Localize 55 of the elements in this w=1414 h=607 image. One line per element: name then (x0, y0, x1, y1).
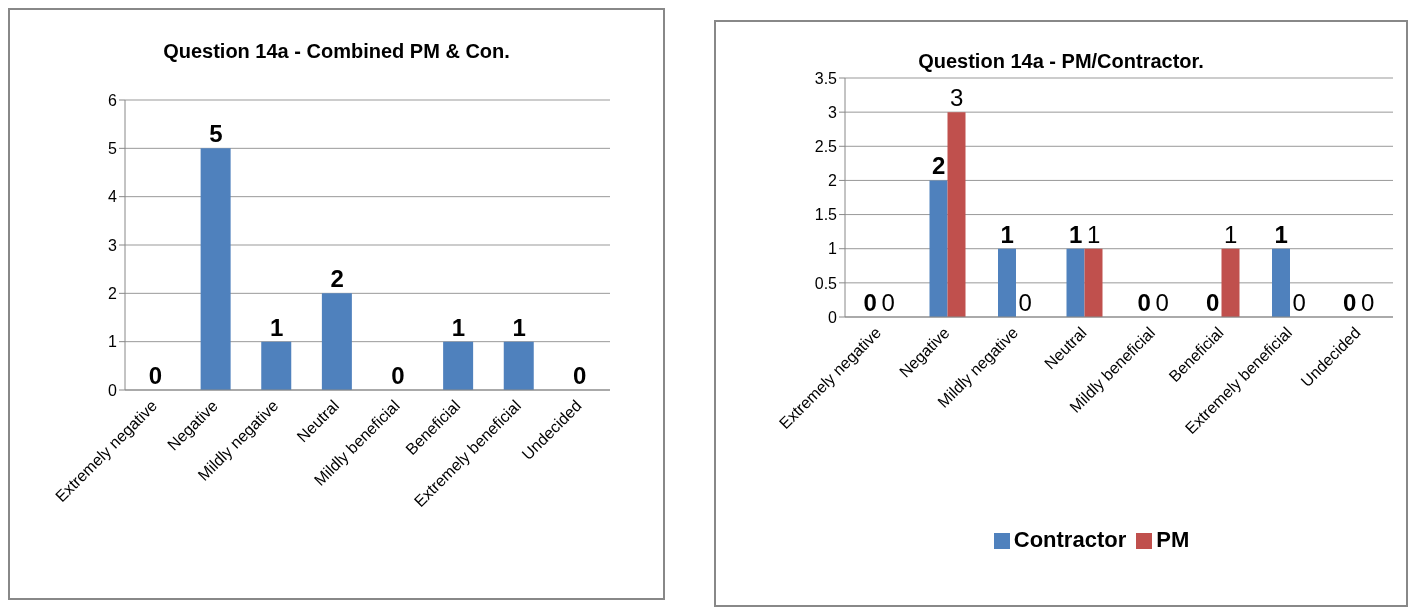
data-label: 2 (932, 152, 946, 180)
y-tick-label: 0 (828, 308, 838, 326)
bar (503, 341, 534, 390)
y-tick-label: 1 (828, 240, 838, 258)
data-label: 0 (1137, 289, 1151, 316)
bar (947, 112, 966, 317)
data-label: 1 (1000, 220, 1014, 248)
chart-title: Question 14a - PM/Contractor. (918, 50, 1204, 72)
legend-label: PM (1156, 527, 1190, 552)
data-label: 0 (1018, 289, 1032, 316)
data-label: 2 (330, 265, 344, 293)
data-label: 0 (1206, 289, 1220, 316)
y-tick-label: 4 (108, 188, 118, 206)
y-tick-label: 3.5 (814, 69, 838, 87)
y-tick-label: 1.5 (814, 206, 838, 224)
bar (200, 148, 231, 390)
data-label: 0 (1343, 289, 1357, 316)
bar (443, 341, 474, 390)
bar (929, 180, 948, 317)
bar (998, 248, 1016, 317)
bar (261, 341, 292, 390)
y-tick-label: 2.5 (814, 137, 838, 155)
y-tick-label: 5 (108, 140, 118, 158)
chart-title: Question 14a - Combined PM & Con. (162, 40, 511, 63)
y-tick-label: 3 (108, 236, 118, 254)
data-label: 3 (950, 84, 964, 112)
data-label: 0 (148, 362, 162, 389)
data-label: 1 (1087, 220, 1101, 248)
legend-label: Contractor (1013, 527, 1127, 552)
data-label: 0 (391, 362, 405, 389)
data-label: 1 (1274, 220, 1288, 248)
bar (1272, 248, 1290, 317)
data-label: 0 (573, 362, 587, 389)
data-label: 0 (1292, 289, 1306, 316)
y-tick-label: 1 (108, 333, 118, 351)
data-label: 5 (209, 120, 223, 148)
y-tick-label: 0 (108, 381, 118, 399)
bar (321, 293, 352, 390)
data-label: 1 (269, 313, 284, 341)
y-tick-label: 2 (108, 285, 118, 303)
data-label: 0 (863, 289, 877, 316)
data-label: 0 (1361, 289, 1375, 316)
data-label: 1 (1069, 220, 1083, 248)
y-tick-label: 6 (108, 91, 118, 109)
bar (1066, 248, 1085, 317)
y-tick-label: 0.5 (814, 274, 838, 292)
data-label: 1 (512, 313, 526, 341)
data-label: 0 (1155, 289, 1169, 316)
bar (1221, 248, 1240, 317)
y-tick-label: 3 (828, 103, 838, 121)
data-label: 1 (1224, 220, 1238, 248)
bar (1084, 248, 1103, 317)
data-label: 0 (881, 289, 895, 316)
y-tick-label: 2 (828, 172, 838, 190)
data-label: 1 (451, 313, 466, 341)
